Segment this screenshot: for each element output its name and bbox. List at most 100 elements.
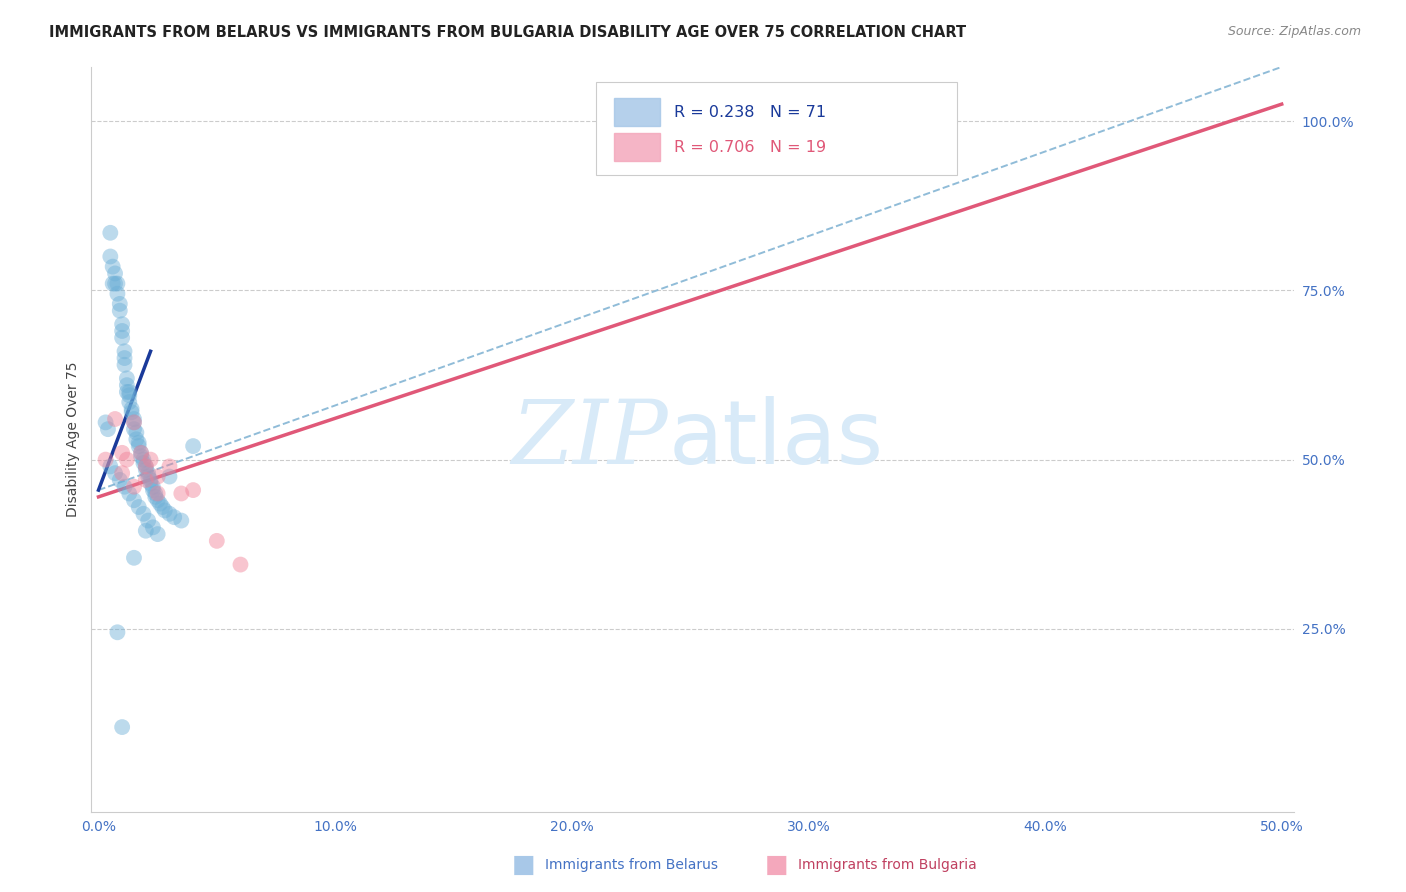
Point <box>150 500 173 514</box>
Point <box>159 459 181 474</box>
Point <box>139 476 162 491</box>
Point <box>115 378 138 392</box>
Point <box>111 466 134 480</box>
Text: R = 0.706   N = 19: R = 0.706 N = 19 <box>675 140 827 155</box>
Point <box>114 351 136 365</box>
Point <box>118 395 141 409</box>
Point <box>114 358 136 372</box>
Point <box>125 425 148 440</box>
Text: Source: ZipAtlas.com: Source: ZipAtlas.com <box>1227 25 1361 38</box>
Point <box>108 297 131 311</box>
Bar <box>614 133 659 161</box>
Point <box>104 412 127 426</box>
Point <box>139 473 162 487</box>
Point <box>136 514 159 528</box>
Point <box>170 514 193 528</box>
Point <box>122 416 145 430</box>
Point <box>118 388 141 402</box>
Point <box>135 524 157 538</box>
Point <box>136 469 159 483</box>
Point <box>128 439 150 453</box>
Point <box>118 384 141 399</box>
Point <box>142 483 165 497</box>
Point <box>149 497 172 511</box>
Y-axis label: Disability Age Over 75: Disability Age Over 75 <box>66 361 80 517</box>
Point <box>146 493 169 508</box>
Point <box>111 446 134 460</box>
Point <box>111 317 134 331</box>
Point <box>111 324 134 338</box>
Point <box>129 446 152 460</box>
Point <box>153 503 176 517</box>
Point <box>132 452 155 467</box>
Point <box>122 493 145 508</box>
Point <box>132 456 155 470</box>
FancyBboxPatch shape <box>596 82 957 175</box>
Point <box>107 277 129 291</box>
Point <box>139 452 162 467</box>
Point <box>143 486 166 500</box>
Point <box>163 510 186 524</box>
Point <box>129 446 152 460</box>
Point <box>98 226 121 240</box>
Point <box>111 331 134 345</box>
Text: ■: ■ <box>765 854 789 877</box>
Point <box>915 114 938 128</box>
Point <box>143 490 166 504</box>
Point <box>101 260 124 274</box>
Point <box>122 422 145 436</box>
Point <box>101 277 124 291</box>
Point <box>229 558 252 572</box>
Point <box>114 480 136 494</box>
Point <box>122 416 145 430</box>
Point <box>94 416 117 430</box>
Point <box>118 486 141 500</box>
Point <box>98 250 121 264</box>
Point <box>142 520 165 534</box>
Point <box>128 500 150 514</box>
Bar <box>614 98 659 127</box>
Point <box>115 452 138 467</box>
Point <box>135 463 157 477</box>
Text: ■: ■ <box>512 854 536 877</box>
Text: R = 0.238   N = 71: R = 0.238 N = 71 <box>675 105 827 120</box>
Point <box>181 439 204 453</box>
Point <box>132 507 155 521</box>
Point <box>129 449 152 463</box>
Point <box>181 483 204 497</box>
Point <box>125 433 148 447</box>
Text: ZIP: ZIP <box>512 396 668 483</box>
Point <box>107 286 129 301</box>
Point <box>114 344 136 359</box>
Point <box>122 480 145 494</box>
Point <box>97 422 120 436</box>
Point <box>122 412 145 426</box>
Point <box>115 371 138 385</box>
Point <box>121 405 143 419</box>
Point <box>122 550 145 565</box>
Point <box>104 466 127 480</box>
Point <box>135 459 157 474</box>
Point <box>146 469 169 483</box>
Point <box>115 384 138 399</box>
Point <box>146 486 169 500</box>
Text: Immigrants from Bulgaria: Immigrants from Bulgaria <box>799 858 977 872</box>
Point <box>205 533 228 548</box>
Point <box>128 435 150 450</box>
Point <box>104 267 127 281</box>
Text: atlas: atlas <box>668 396 883 483</box>
Point <box>94 452 117 467</box>
Point <box>104 277 127 291</box>
Point <box>146 527 169 541</box>
Text: IMMIGRANTS FROM BELARUS VS IMMIGRANTS FROM BULGARIA DISABILITY AGE OVER 75 CORRE: IMMIGRANTS FROM BELARUS VS IMMIGRANTS FR… <box>49 25 966 40</box>
Point <box>98 459 121 474</box>
Point <box>142 480 165 494</box>
Text: Immigrants from Belarus: Immigrants from Belarus <box>546 858 718 872</box>
Point <box>108 473 131 487</box>
Point <box>107 625 129 640</box>
Point <box>135 473 157 487</box>
Point <box>159 469 181 483</box>
Point <box>111 720 134 734</box>
Point <box>135 459 157 474</box>
Point <box>136 466 159 480</box>
